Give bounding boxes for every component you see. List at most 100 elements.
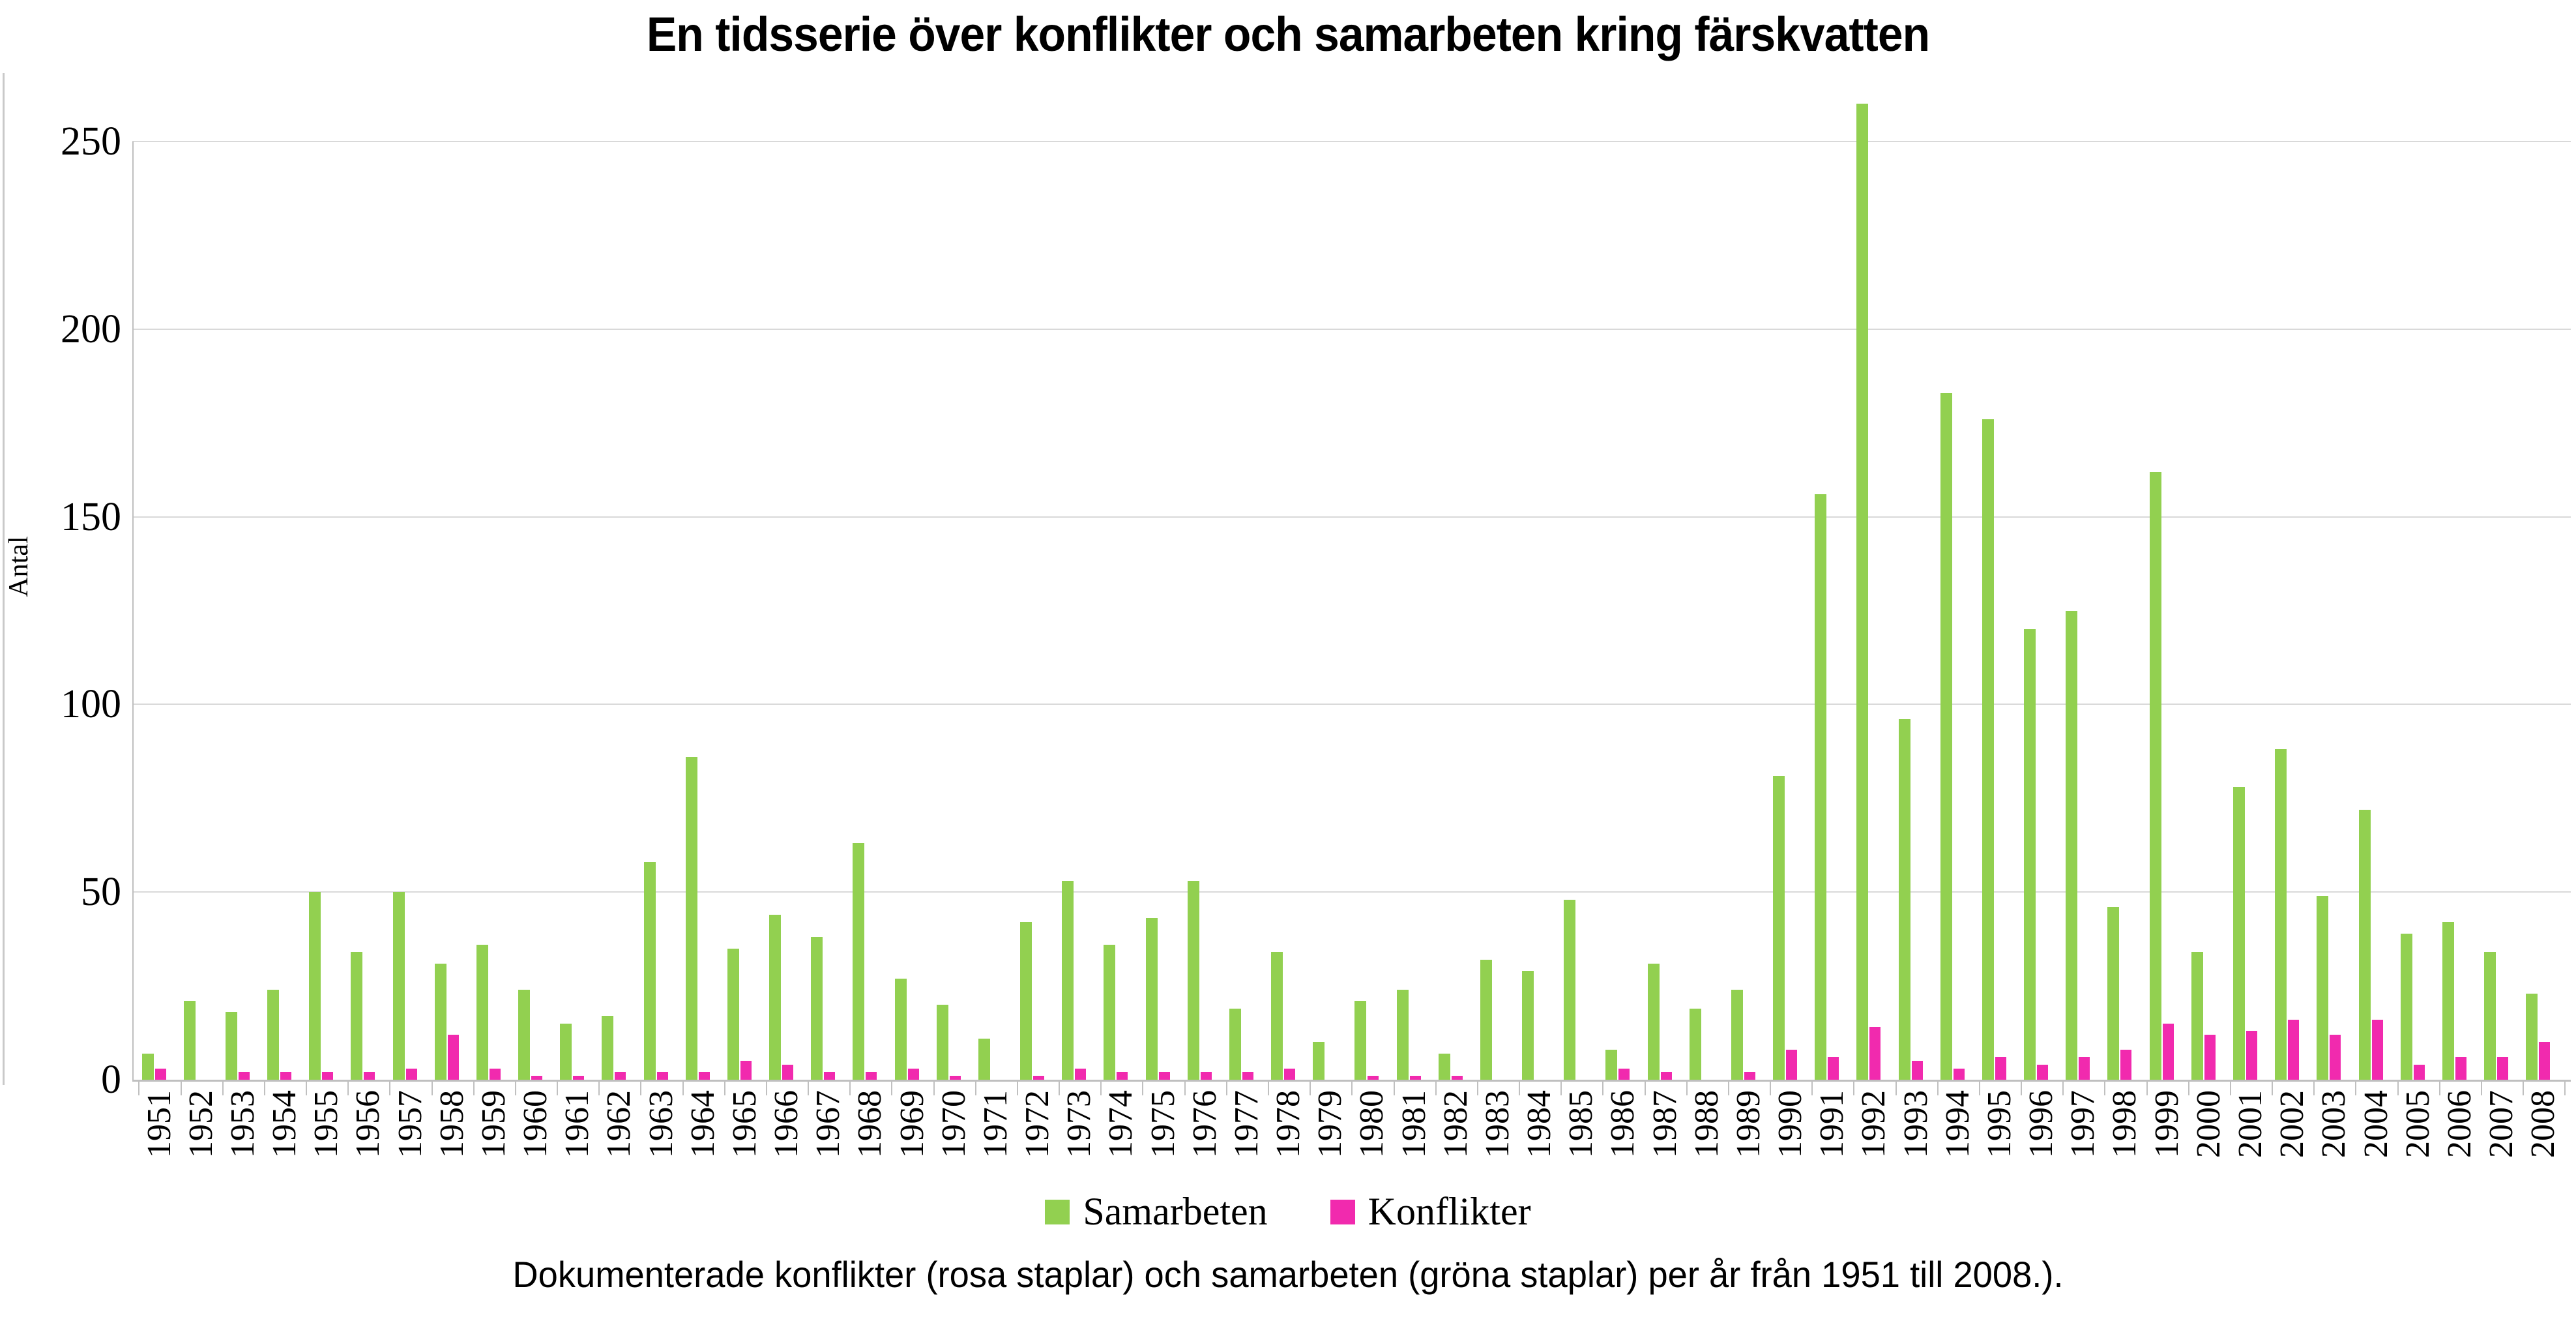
x-axis-tick-mark (222, 1080, 224, 1095)
konflikter-bar-1965 (740, 1061, 752, 1080)
x-axis-label: 1989 (1729, 1090, 1767, 1158)
x-axis-tick-mark (1268, 1080, 1269, 1095)
samarbeten-bar-1998 (2107, 907, 2120, 1080)
konflikter-bar-1997 (2079, 1057, 2090, 1080)
samarbeten-bar-1980 (1354, 1001, 1367, 1080)
konflikter-bar-1959 (489, 1068, 501, 1080)
x-axis-tick-mark (2480, 1080, 2482, 1095)
konflikter-bar-2002 (2288, 1019, 2300, 1080)
samarbeten-bar-2001 (2233, 787, 2245, 1080)
konflikter-bar-1994 (1953, 1068, 1965, 1080)
samarbeten-bar-1964 (685, 756, 697, 1080)
samarbeten-bar-1984 (1522, 971, 1534, 1080)
konflikter-bar-1970 (949, 1076, 961, 1080)
samarbeten-bar-1968 (853, 843, 865, 1080)
x-axis-label: 1981 (1395, 1090, 1433, 1158)
x-axis-label: 1969 (893, 1090, 931, 1158)
x-axis-label: 1974 (1102, 1090, 1140, 1158)
samarbeten-bar-1987 (1647, 963, 1660, 1080)
konflikter-bar-2008 (2539, 1042, 2551, 1080)
samarbeten-bar-1960 (518, 989, 531, 1080)
x-axis-label: 1979 (1311, 1090, 1349, 1158)
x-axis-tick-mark (598, 1080, 600, 1095)
x-axis-label: 2004 (2357, 1090, 2395, 1158)
samarbeten-bar-1988 (1689, 1008, 1701, 1080)
konflikter-bar-1957 (405, 1068, 417, 1080)
x-axis-label: 1982 (1437, 1090, 1474, 1158)
konflikter-bar-1963 (656, 1072, 668, 1080)
konflikter-bar-1968 (866, 1072, 877, 1080)
x-axis-label: 2008 (2525, 1090, 2562, 1158)
y-axis-tick-label: 200 (61, 306, 121, 351)
x-axis-tick-mark (765, 1080, 767, 1095)
x-axis-label: 1991 (1813, 1090, 1851, 1158)
samarbeten-bar-1972 (1020, 922, 1032, 1080)
samarbeten-bar-1958 (434, 963, 446, 1080)
x-axis-tick-mark (1560, 1080, 1562, 1095)
konflikter-bar-1964 (698, 1072, 710, 1080)
x-axis-tick-mark (2355, 1080, 2357, 1095)
samarbeten-bar-1991 (1815, 494, 1827, 1080)
x-axis-label: 1990 (1772, 1090, 1809, 1158)
x-axis-tick-mark (1644, 1080, 1646, 1095)
x-axis-label: 1970 (935, 1090, 973, 1158)
samarbeten-bar-1979 (1313, 1042, 1325, 1080)
x-axis-label: 1965 (725, 1090, 763, 1158)
samarbeten-bar-1969 (894, 978, 907, 1080)
x-axis-label: 1978 (1270, 1090, 1308, 1158)
konflikter-bar-1987 (1660, 1072, 1672, 1080)
x-axis-tick-mark (263, 1080, 265, 1095)
x-axis-tick-mark (2104, 1080, 2106, 1095)
samarbeten-bar-1999 (2149, 471, 2161, 1080)
x-axis-tick-mark (1519, 1080, 1521, 1095)
x-axis-label: 2006 (2440, 1090, 2478, 1158)
konflikter-bar-1989 (1744, 1072, 1755, 1080)
x-axis-tick-mark (1351, 1080, 1353, 1095)
konflikter-bar-1974 (1117, 1072, 1128, 1080)
x-axis-label: 2000 (2189, 1090, 2227, 1158)
x-axis-tick-mark (1978, 1080, 1980, 1095)
x-axis-tick-mark (849, 1080, 851, 1095)
konflikter-bar-1980 (1368, 1076, 1379, 1080)
x-axis-tick-mark (431, 1080, 433, 1095)
x-axis-label: 1967 (810, 1090, 847, 1158)
konflikter-bar-1969 (907, 1068, 919, 1080)
x-axis-tick-mark (974, 1080, 976, 1095)
x-axis-tick-mark (306, 1080, 308, 1095)
figure-caption: Dokumenterade konflikter (rosa staplar) … (512, 1254, 2064, 1295)
konflikter-bar-1978 (1284, 1068, 1296, 1080)
samarbeten-bar-1978 (1271, 952, 1283, 1080)
x-axis-label: 1983 (1478, 1090, 1516, 1158)
samarbeten-bar-2000 (2191, 952, 2203, 1080)
x-axis-tick-mark (347, 1080, 349, 1095)
samarbeten-bar-1962 (602, 1016, 614, 1080)
gridline (132, 516, 2571, 518)
konflikter-bar-1956 (364, 1072, 375, 1080)
samarbeten-bar-1993 (1898, 719, 1910, 1080)
konflikter-bar-1961 (573, 1076, 585, 1080)
konflikter-bar-1954 (280, 1072, 291, 1080)
x-axis-tick-mark (808, 1080, 810, 1095)
x-axis-label: 1988 (1688, 1090, 1725, 1158)
konflikter-bar-2005 (2413, 1064, 2425, 1080)
x-axis-tick-mark (1476, 1080, 1478, 1095)
x-axis-label: 1955 (308, 1090, 345, 1158)
x-axis-label: 1976 (1186, 1090, 1223, 1158)
x-axis-label: 1977 (1227, 1090, 1265, 1158)
x-axis-label: 1992 (1855, 1090, 1893, 1158)
konflikter-bar-1982 (1451, 1076, 1463, 1080)
x-axis-tick-mark (2313, 1080, 2315, 1095)
x-axis-label: 1957 (391, 1090, 429, 1158)
konflikter-bar-1999 (2162, 1023, 2174, 1080)
konflikter-bar-2006 (2455, 1057, 2466, 1080)
x-axis-tick-mark (2188, 1080, 2189, 1095)
samarbeten-bar-1971 (978, 1038, 990, 1080)
x-axis-tick-mark (1727, 1080, 1729, 1095)
x-axis-label: 1964 (684, 1090, 722, 1158)
samarbeten-bar-2004 (2358, 809, 2371, 1080)
samarbeten-swatch-icon (1045, 1199, 1070, 1224)
konflikter-swatch-icon (1330, 1199, 1355, 1224)
legend-item-samarbeten: Samarbeten (1045, 1189, 1268, 1234)
samarbeten-bar-1963 (643, 862, 656, 1080)
